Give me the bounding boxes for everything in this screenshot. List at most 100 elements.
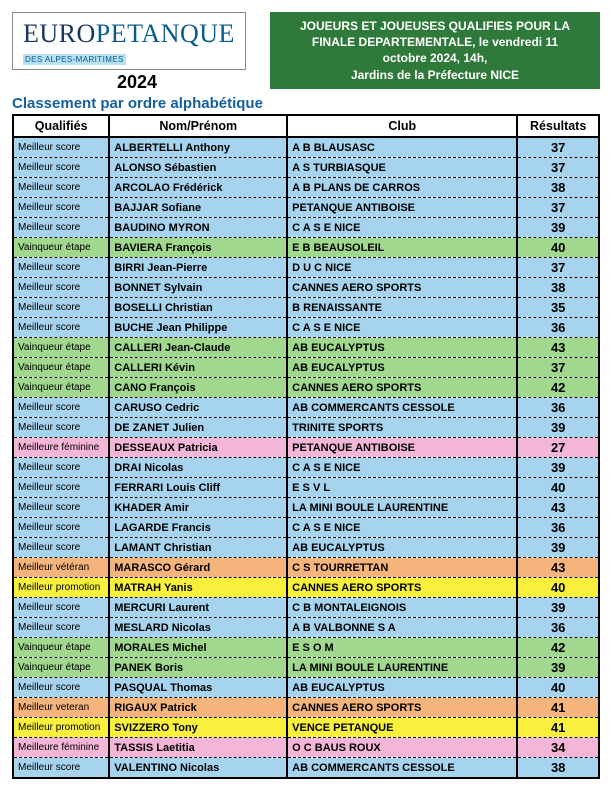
cell-qualifies: Meilleur score <box>13 758 109 779</box>
cell-club: CANNES AERO SPORTS <box>287 278 517 298</box>
cell-resultat: 36 <box>517 518 599 538</box>
cell-resultat: 27 <box>517 438 599 458</box>
cell-club: CANNES AERO SPORTS <box>287 378 517 398</box>
cell-nom: CANO François <box>109 378 287 398</box>
cell-club: E S V L <box>287 478 517 498</box>
cell-nom: PASQUAL Thomas <box>109 678 287 698</box>
cell-resultat: 39 <box>517 598 599 618</box>
logo-text: EUROPETANQUE <box>23 19 235 49</box>
banner-line1: JOUEURS ET JOUEUSES QUALIFIES POUR LA <box>278 18 592 34</box>
cell-resultat: 37 <box>517 258 599 278</box>
cell-qualifies: Meilleur score <box>13 258 109 278</box>
cell-qualifies: Meilleur score <box>13 178 109 198</box>
cell-club: TRINITE SPORTS <box>287 418 517 438</box>
table-row: Meilleur scoreBAUDINO MYRONC A S E NICE3… <box>13 218 599 238</box>
qualifies-table: Qualifiés Nom/Prénom Club Résultats Meil… <box>12 114 600 779</box>
cell-qualifies: Meilleur score <box>13 298 109 318</box>
logo-part2: PETANQUE <box>96 19 235 48</box>
cell-nom: FERRARI Louis Cliff <box>109 478 287 498</box>
cell-nom: MESLARD Nicolas <box>109 618 287 638</box>
table-row: Meilleur scoreMESLARD NicolasA B VALBONN… <box>13 618 599 638</box>
cell-club: CANNES AERO SPORTS <box>287 578 517 598</box>
col-qualifies: Qualifiés <box>13 115 109 137</box>
cell-resultat: 37 <box>517 158 599 178</box>
logo-column: EUROPETANQUE DES ALPES-MARITIMES 2024 <box>12 12 262 93</box>
cell-club: AB EUCALYPTUS <box>287 338 517 358</box>
cell-qualifies: Meilleure féminine <box>13 438 109 458</box>
table-row: Meilleur scoreFERRARI Louis CliffE S V L… <box>13 478 599 498</box>
cell-nom: KHADER Amir <box>109 498 287 518</box>
cell-resultat: 42 <box>517 638 599 658</box>
cell-resultat: 40 <box>517 478 599 498</box>
cell-qualifies: Meilleur score <box>13 278 109 298</box>
table-row: Meilleur promotionMATRAH YanisCANNES AER… <box>13 578 599 598</box>
cell-club: B RENAISSANTE <box>287 298 517 318</box>
table-row: Meilleur scoreDRAI NicolasC A S E NICE39 <box>13 458 599 478</box>
banner-line2: FINALE DEPARTEMENTALE, le vendredi 11 <box>278 34 592 50</box>
cell-club: A B BLAUSASC <box>287 137 517 158</box>
table-row: Meilleure féminineTASSIS LaetitiaO C BAU… <box>13 738 599 758</box>
cell-club: AB EUCALYPTUS <box>287 358 517 378</box>
cell-nom: RIGAUX Patrick <box>109 698 287 718</box>
cell-club: A B VALBONNE S A <box>287 618 517 638</box>
table-row: Meilleur scoreBIRRI Jean-PierreD U C NIC… <box>13 258 599 278</box>
cell-club: LA MINI BOULE LAURENTINE <box>287 498 517 518</box>
cell-qualifies: Meilleur score <box>13 678 109 698</box>
cell-club: AB EUCALYPTUS <box>287 538 517 558</box>
cell-resultat: 43 <box>517 558 599 578</box>
cell-resultat: 38 <box>517 278 599 298</box>
cell-nom: ARCOLAO Frédérick <box>109 178 287 198</box>
table-row: Meilleur scoreBONNET SylvainCANNES AERO … <box>13 278 599 298</box>
cell-qualifies: Meilleur score <box>13 158 109 178</box>
table-row: Vainqueur étapeBAVIERA FrançoisE B BEAUS… <box>13 238 599 258</box>
cell-nom: TASSIS Laetitia <box>109 738 287 758</box>
cell-qualifies: Vainqueur étape <box>13 238 109 258</box>
cell-qualifies: Meilleur score <box>13 618 109 638</box>
cell-nom: BAVIERA François <box>109 238 287 258</box>
table-row: Meilleur scoreMERCURI LaurentC B MONTALE… <box>13 598 599 618</box>
cell-resultat: 41 <box>517 718 599 738</box>
cell-qualifies: Meilleur score <box>13 458 109 478</box>
cell-nom: CALLERI Jean-Claude <box>109 338 287 358</box>
cell-nom: ALONSO Sébastien <box>109 158 287 178</box>
cell-resultat: 40 <box>517 238 599 258</box>
table-row: Meilleur scoreALONSO SébastienA S TURBIA… <box>13 158 599 178</box>
cell-nom: MARASCO Gérard <box>109 558 287 578</box>
cell-resultat: 40 <box>517 678 599 698</box>
cell-resultat: 39 <box>517 418 599 438</box>
cell-club: PETANQUE ANTIBOISE <box>287 438 517 458</box>
table-row: Meilleur scoreKHADER AmirLA MINI BOULE L… <box>13 498 599 518</box>
cell-qualifies: Meilleur score <box>13 137 109 158</box>
cell-club: CANNES AERO SPORTS <box>287 698 517 718</box>
year: 2024 <box>12 72 262 93</box>
cell-resultat: 41 <box>517 698 599 718</box>
cell-resultat: 38 <box>517 178 599 198</box>
cell-resultat: 42 <box>517 378 599 398</box>
cell-club: E S O M <box>287 638 517 658</box>
cell-nom: PANEK Boris <box>109 658 287 678</box>
cell-resultat: 40 <box>517 578 599 598</box>
cell-qualifies: Meilleur veteran <box>13 698 109 718</box>
logo: EUROPETANQUE DES ALPES-MARITIMES <box>12 12 246 70</box>
table-row: Meilleur scoreDE ZANET JulienTRINITE SPO… <box>13 418 599 438</box>
cell-qualifies: Vainqueur étape <box>13 658 109 678</box>
table-row: Vainqueur étapeCANO FrançoisCANNES AERO … <box>13 378 599 398</box>
table-row: Meilleur promotionSVIZZERO TonyVENCE PET… <box>13 718 599 738</box>
cell-nom: CARUSO Cedric <box>109 398 287 418</box>
cell-qualifies: Meilleur score <box>13 478 109 498</box>
cell-resultat: 36 <box>517 398 599 418</box>
cell-nom: ALBERTELLI Anthony <box>109 137 287 158</box>
cell-resultat: 39 <box>517 538 599 558</box>
cell-club: O C BAUS ROUX <box>287 738 517 758</box>
cell-nom: DRAI Nicolas <box>109 458 287 478</box>
cell-resultat: 35 <box>517 298 599 318</box>
cell-resultat: 34 <box>517 738 599 758</box>
table-row: Meilleur scorePASQUAL ThomasAB EUCALYPTU… <box>13 678 599 698</box>
cell-resultat: 43 <box>517 498 599 518</box>
cell-qualifies: Vainqueur étape <box>13 638 109 658</box>
table-row: Meilleur scoreLAMANT ChristianAB EUCALYP… <box>13 538 599 558</box>
page-subtitle: Classement par ordre alphabétique <box>12 95 600 112</box>
cell-qualifies: Meilleur score <box>13 518 109 538</box>
cell-nom: SVIZZERO Tony <box>109 718 287 738</box>
logo-part1: EURO <box>23 19 96 48</box>
